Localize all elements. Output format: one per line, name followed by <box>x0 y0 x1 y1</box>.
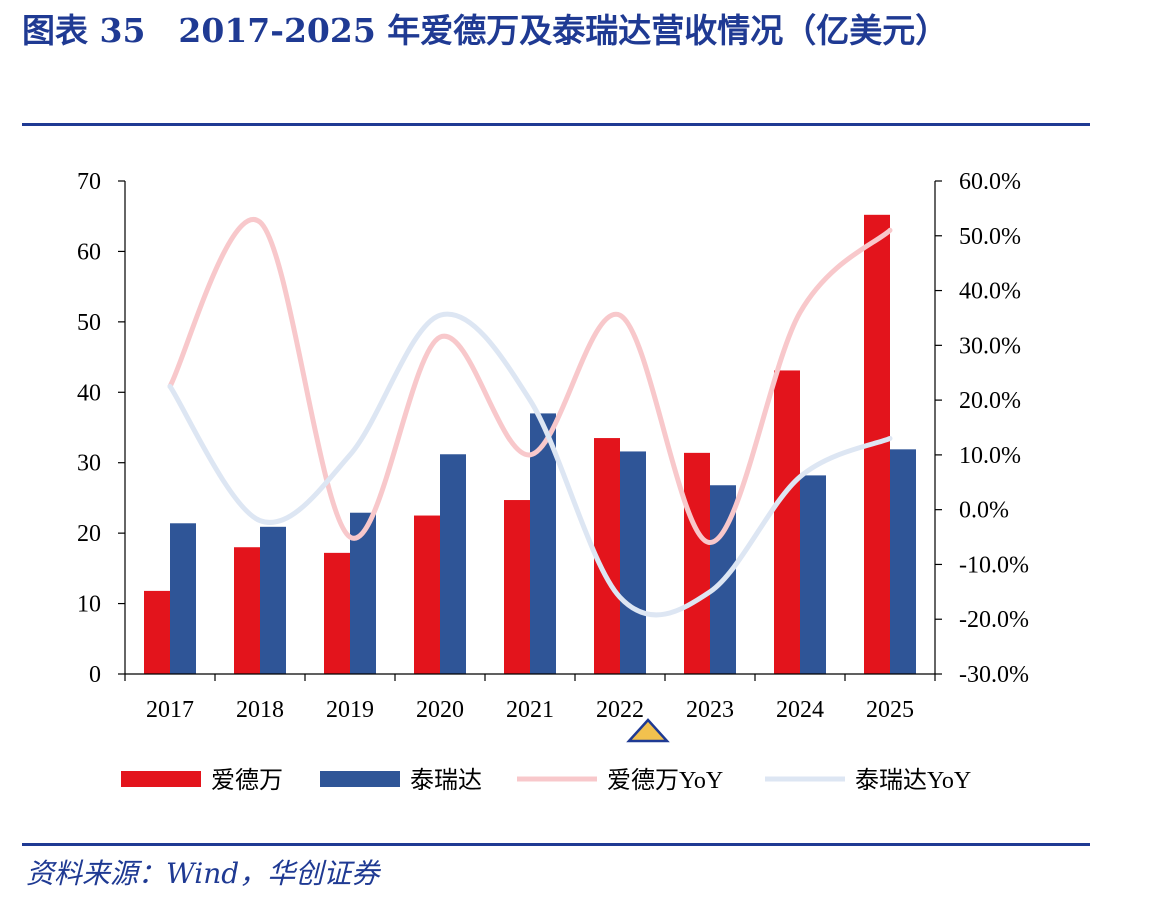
right-tick-label: 60.0% <box>959 169 1021 195</box>
legend-label-爱德万YoY: 爱德万YoY <box>607 767 723 794</box>
x-tick-label: 2017 <box>146 697 194 723</box>
bar-爱德万-2021 <box>504 500 530 674</box>
left-tick-label: 0 <box>89 662 101 688</box>
bar-泰瑞达-2022 <box>620 451 646 674</box>
right-tick-label: 10.0% <box>959 443 1021 469</box>
left-tick-label: 40 <box>77 380 101 406</box>
bar-泰瑞达-2024 <box>800 475 826 674</box>
bar-泰瑞达-2020 <box>440 454 466 674</box>
bar-爱德万-2017 <box>144 591 170 674</box>
x-tick-label: 2018 <box>236 697 284 723</box>
bar-爱德万-2023 <box>684 453 710 674</box>
bar-爱德万-2024 <box>774 370 800 674</box>
legend-label-爱德万: 爱德万 <box>211 767 283 794</box>
x-tick-label: 2021 <box>506 697 554 723</box>
right-tick-label: 20.0% <box>959 388 1021 414</box>
triangle-marker-icon <box>629 720 667 741</box>
right-tick-label: 30.0% <box>959 333 1021 359</box>
legend-swatch-爱德万 <box>121 771 201 787</box>
source-note: 资料来源：Wind，华创证券 <box>26 852 379 892</box>
left-tick-label: 20 <box>77 521 101 547</box>
bar-泰瑞达-2017 <box>170 523 196 674</box>
left-tick-label: 70 <box>77 169 101 195</box>
chart: 0 10 20 30 40 50 60 70 -30.0% -20.0% -10.0% 0.0% 10.… <box>0 0 1149 820</box>
x-tick-label: 2020 <box>416 697 464 723</box>
x-tick-label: 2024 <box>776 697 824 723</box>
left-tick-label: 60 <box>77 239 101 265</box>
right-tick-label: 40.0% <box>959 279 1021 305</box>
bar-泰瑞达-2018 <box>260 527 286 674</box>
x-tick-label: 2019 <box>326 697 374 723</box>
x-tick-label: 2025 <box>866 697 914 723</box>
right-tick-label: 50.0% <box>959 224 1021 250</box>
legend-swatch-泰瑞达 <box>320 771 400 787</box>
bar-爱德万-2018 <box>234 547 260 674</box>
bar-爱德万-2020 <box>414 516 440 674</box>
right-tick-label: -10.0% <box>959 552 1029 578</box>
bar-爱德万-2019 <box>324 553 350 674</box>
x-tick-label: 2023 <box>686 697 734 723</box>
footer-rule <box>22 843 1090 846</box>
right-tick-label: -30.0% <box>959 662 1029 688</box>
legend-label-泰瑞达: 泰瑞达 <box>410 767 482 794</box>
right-tick-label: 0.0% <box>959 498 1009 524</box>
legend-label-泰瑞达YoY: 泰瑞达YoY <box>855 767 971 794</box>
x-tick-label: 2022 <box>596 697 644 723</box>
left-tick-label: 10 <box>77 592 101 618</box>
right-tick-label: -20.0% <box>959 607 1029 633</box>
left-tick-label: 50 <box>77 310 101 336</box>
bar-泰瑞达-2025 <box>890 449 916 674</box>
left-tick-label: 30 <box>77 451 101 477</box>
